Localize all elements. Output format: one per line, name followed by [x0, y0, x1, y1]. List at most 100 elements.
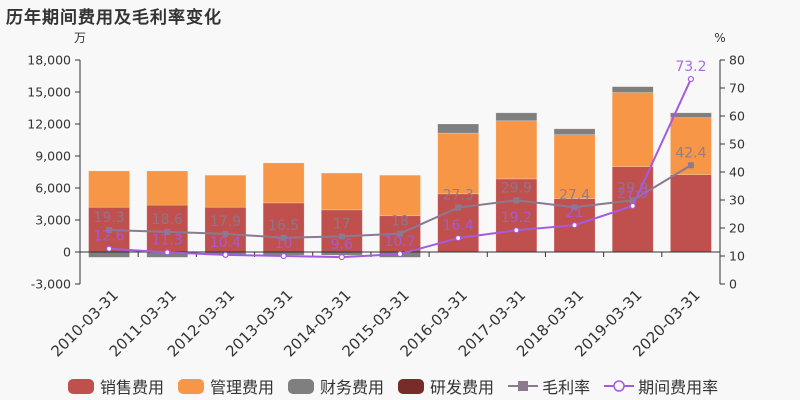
- gross-margin-label: 18: [391, 214, 409, 230]
- bar-segment: [670, 174, 712, 253]
- gross-margin-marker: [280, 234, 287, 241]
- legend-item-expense-rate[interactable]: 期间费用率: [604, 374, 718, 398]
- expense-rate-label: 10.7: [384, 234, 415, 250]
- legend-item-gross-margin[interactable]: 毛利率: [508, 374, 590, 398]
- gross-margin-marker: [455, 204, 462, 211]
- bar-segment: [437, 123, 479, 134]
- legend: 销售费用 管理费用 财务费用 研发费用 毛利率 期间费用率: [68, 374, 732, 398]
- right-axis-tick-label: 20: [729, 221, 745, 236]
- gross-margin-label: 17.9: [210, 214, 241, 230]
- expense-rate-label: 21: [566, 205, 584, 221]
- gross-margin-marker: [687, 162, 694, 169]
- right-axis-tick-label: 10: [729, 249, 745, 264]
- legend-swatch-rnd: [398, 378, 425, 394]
- legend-swatch-finance: [288, 378, 315, 394]
- gross-margin-marker: [571, 204, 578, 211]
- bar-segment: [611, 166, 654, 253]
- gross-margin-label: 29.9: [617, 180, 648, 196]
- bar-segment: [553, 128, 596, 135]
- legend-label: 毛利率: [542, 378, 591, 397]
- expense-rate-marker: [629, 202, 636, 209]
- legend-label: 财务费用: [320, 378, 385, 397]
- right-axis-tick-label: 0: [729, 277, 737, 292]
- left-axis-tick-label: 18,000: [27, 53, 71, 68]
- expense-rate-label: 16.4: [443, 218, 474, 234]
- bar-segment: [495, 112, 538, 122]
- left-axis-tick-label: 6,000: [35, 181, 71, 196]
- legend-swatch-sales: [68, 378, 94, 394]
- right-axis-tick-label: 60: [729, 109, 745, 124]
- bar-segment: [437, 132, 479, 195]
- gross-margin-marker: [513, 197, 520, 204]
- left-axis-tick-label: 15,000: [27, 85, 71, 100]
- right-axis-tick-label: 40: [729, 165, 745, 180]
- legend-swatch-admin: [178, 378, 205, 394]
- bar-segment: [88, 170, 130, 208]
- bar-segment: [88, 251, 130, 258]
- bar-segment: [262, 162, 305, 204]
- legend-label: 期间费用率: [638, 378, 719, 397]
- left-axis-tick-label: -3,000: [31, 277, 71, 292]
- left-axis-tick-label: 12,000: [27, 117, 71, 132]
- bar-segment: [204, 174, 247, 208]
- bar-segment: [146, 170, 189, 206]
- legend-item-admin[interactable]: 管理费用: [178, 374, 274, 398]
- line-circle-icon: [604, 380, 635, 392]
- left-axis-unit: 万: [74, 31, 86, 45]
- gross-margin-label: 27.3: [443, 188, 474, 204]
- expense-rate-label: 73.2: [675, 59, 706, 75]
- expense-rate-marker: [396, 250, 404, 258]
- gross-margin-marker: [338, 233, 345, 240]
- expense-rate-label: 27.9: [617, 186, 648, 202]
- expense-rate-marker: [164, 249, 171, 256]
- chart-title: 历年期间费用及毛利率变化: [6, 8, 222, 28]
- bar-segment: [553, 134, 596, 199]
- expense-rate-marker: [280, 252, 287, 260]
- right-axis-unit: %: [714, 31, 725, 45]
- bar-segment: [321, 172, 363, 211]
- gross-margin-label: 18.6: [152, 212, 183, 228]
- right-axis-tick-label: 80: [729, 53, 745, 68]
- right-axis-tick-label: 70: [729, 81, 745, 96]
- bar-segment: [379, 174, 421, 217]
- line-square-icon: [508, 381, 539, 391]
- gross-margin-label: 29.9: [501, 180, 532, 196]
- bar-segment: [495, 178, 538, 253]
- left-axis-tick-label: 0: [63, 245, 71, 260]
- gross-margin-label: 27.4: [559, 187, 590, 203]
- bar-segment: [611, 92, 654, 167]
- gross-margin-marker: [629, 197, 636, 204]
- expense-rate-marker: [455, 234, 462, 242]
- gross-margin-marker: [106, 226, 113, 233]
- right-axis-tick-label: 30: [729, 193, 745, 208]
- legend-item-rnd[interactable]: 研发费用: [398, 374, 494, 398]
- bar-segment: [495, 120, 538, 180]
- legend-item-finance[interactable]: 财务费用: [288, 374, 384, 398]
- legend-label: 销售费用: [100, 378, 165, 397]
- legend-label: 研发费用: [430, 378, 495, 397]
- expense-rate-marker: [513, 227, 520, 234]
- left-axis-tick-label: 3,000: [35, 213, 71, 228]
- bar-segment: [670, 112, 712, 118]
- expense-rate-label: 9.6: [331, 237, 353, 253]
- expense-rate-marker: [222, 251, 229, 258]
- gross-margin-label: 16.5: [268, 218, 299, 234]
- bar-segment: [204, 206, 247, 253]
- expense-rate-marker: [571, 222, 578, 229]
- gross-margin-marker: [164, 228, 171, 235]
- expense-rate-label: 12.6: [94, 229, 125, 245]
- gross-margin-label: 19.3: [94, 210, 125, 226]
- left-axis-tick-label: 9,000: [35, 149, 71, 164]
- legend-label: 管理费用: [210, 378, 275, 397]
- legend-item-sales[interactable]: 销售费用: [68, 374, 164, 398]
- expense-rate-label: 11.3: [152, 232, 183, 248]
- expense-rate-label: 19.2: [501, 210, 532, 226]
- gross-margin-label: 17: [333, 216, 351, 232]
- bar-segment: [611, 86, 654, 93]
- gross-margin-marker: [397, 230, 403, 237]
- gross-margin-label: 42.4: [675, 145, 706, 161]
- expense-rate-marker: [105, 245, 113, 252]
- expense-rate-label: 10: [275, 236, 293, 252]
- gross-margin-marker: [222, 230, 229, 237]
